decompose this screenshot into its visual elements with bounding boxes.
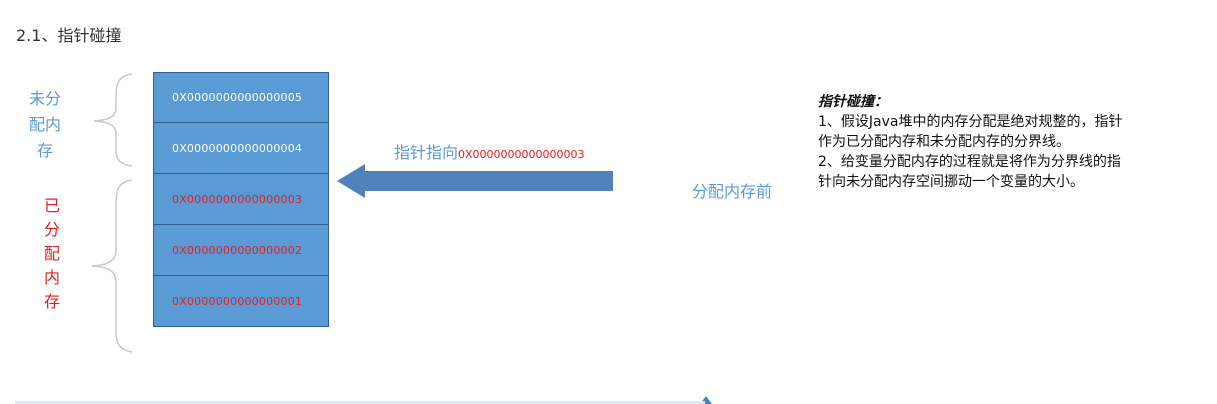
allocated-label-char: 分 [43, 220, 60, 239]
unallocated-brace [93, 73, 133, 167]
unallocated-label-line: 存 [36, 141, 53, 160]
note-line: 作为已分配内存和未分配内存的分界线。 [818, 134, 1070, 150]
explanation-note: 指针碰撞： 1、假设Java堆中的内存分配是绝对规整的，指针 作为已分配内存和未… [818, 92, 1198, 192]
note-title: 指针碰撞： [818, 94, 888, 110]
bottom-divider [15, 401, 705, 404]
memory-cell: 0X0000000000000002 [153, 225, 329, 276]
section-heading: 2.1、指针碰撞 [16, 26, 122, 45]
unallocated-label-line: 未分 [28, 89, 61, 108]
memory-cell: 0X0000000000000005 [153, 72, 329, 123]
allocated-label-char: 存 [43, 292, 60, 311]
unallocated-label-line: 配内 [28, 115, 61, 134]
pointer-address: 0X0000000000000003 [458, 148, 585, 161]
note-line: 针向未分配内存空间挪动一个变量的大小。 [818, 174, 1084, 190]
memory-cell: 0X0000000000000004 [153, 123, 329, 174]
pointer-label-text: 指针指向 [394, 143, 459, 162]
allocated-label-char: 已 [43, 196, 60, 215]
note-line: 1、假设Java堆中的内存分配是绝对规整的，指针 [818, 114, 1123, 130]
memory-stack: 0X0000000000000005 0X0000000000000004 0X… [153, 72, 329, 327]
allocated-label: 已 分 配 内 存 [40, 194, 64, 314]
state-label: 分配内存前 [692, 182, 773, 201]
note-line: 2、给变量分配内存的过程就是将作为分界线的指 [818, 154, 1121, 170]
allocated-brace [91, 179, 133, 353]
memory-cell: 0X0000000000000003 [153, 174, 329, 225]
pointer-arrow [337, 164, 613, 198]
unallocated-label: 未分 配内 存 [22, 86, 68, 164]
pointer-label: 指针指向0X0000000000000003 [394, 139, 585, 163]
memory-cell: 0X0000000000000001 [153, 276, 329, 327]
allocated-label-char: 配 [43, 244, 60, 263]
allocated-label-char: 内 [43, 268, 60, 287]
